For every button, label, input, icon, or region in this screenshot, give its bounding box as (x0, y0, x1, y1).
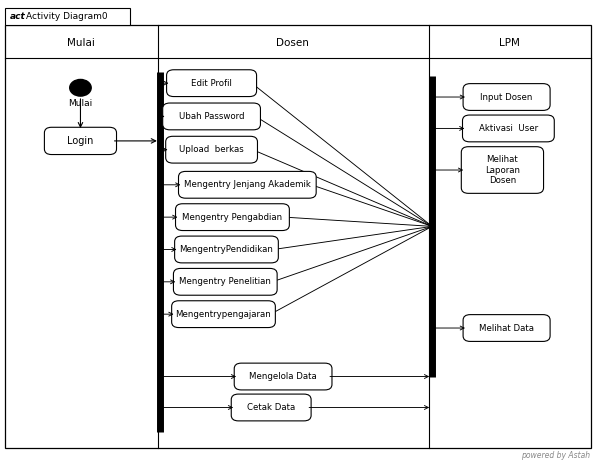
Text: Mengentry Pengabdian: Mengentry Pengabdian (182, 213, 283, 222)
Text: Mengelola Data: Mengelola Data (249, 372, 317, 381)
Text: MengentryPendidikan: MengentryPendidikan (179, 245, 274, 254)
Text: act: act (10, 12, 25, 21)
Text: Login: Login (67, 136, 94, 146)
Text: Mulai: Mulai (67, 38, 94, 48)
FancyBboxPatch shape (166, 136, 257, 163)
Text: Ubah Password: Ubah Password (179, 112, 244, 121)
FancyBboxPatch shape (461, 147, 544, 193)
Text: Melihat Data: Melihat Data (479, 323, 534, 333)
Text: Aktivasi  User: Aktivasi User (479, 124, 538, 133)
FancyBboxPatch shape (231, 394, 311, 421)
FancyBboxPatch shape (163, 103, 260, 130)
Text: Mengentry Penelitian: Mengentry Penelitian (179, 277, 271, 286)
FancyBboxPatch shape (45, 128, 117, 154)
Text: Dosen: Dosen (275, 38, 309, 48)
Text: Activity Diagram0: Activity Diagram0 (26, 12, 107, 21)
Text: Cetak Data: Cetak Data (247, 403, 295, 412)
Circle shape (70, 79, 91, 96)
FancyBboxPatch shape (5, 25, 591, 448)
FancyBboxPatch shape (234, 363, 332, 390)
Text: LPM: LPM (499, 38, 520, 48)
FancyBboxPatch shape (5, 8, 130, 25)
FancyBboxPatch shape (463, 84, 550, 110)
FancyBboxPatch shape (166, 70, 256, 97)
Text: Input Dosen: Input Dosen (480, 92, 533, 102)
Text: Mengentrypengajaran: Mengentrypengajaran (176, 310, 271, 319)
FancyBboxPatch shape (463, 315, 550, 341)
FancyBboxPatch shape (462, 115, 554, 142)
Text: Edit Profil: Edit Profil (191, 79, 232, 88)
FancyBboxPatch shape (179, 171, 316, 198)
FancyBboxPatch shape (173, 268, 277, 295)
FancyBboxPatch shape (175, 236, 278, 263)
FancyBboxPatch shape (172, 301, 275, 328)
Text: Mengentry Jenjang Akademik: Mengentry Jenjang Akademik (184, 180, 311, 189)
Text: Mulai: Mulai (69, 99, 92, 109)
Text: Upload  berkas: Upload berkas (179, 145, 244, 154)
FancyBboxPatch shape (175, 204, 290, 231)
Text: Melihat
Laporan
Dosen: Melihat Laporan Dosen (485, 155, 520, 185)
Text: powered by Astah: powered by Astah (521, 450, 590, 460)
